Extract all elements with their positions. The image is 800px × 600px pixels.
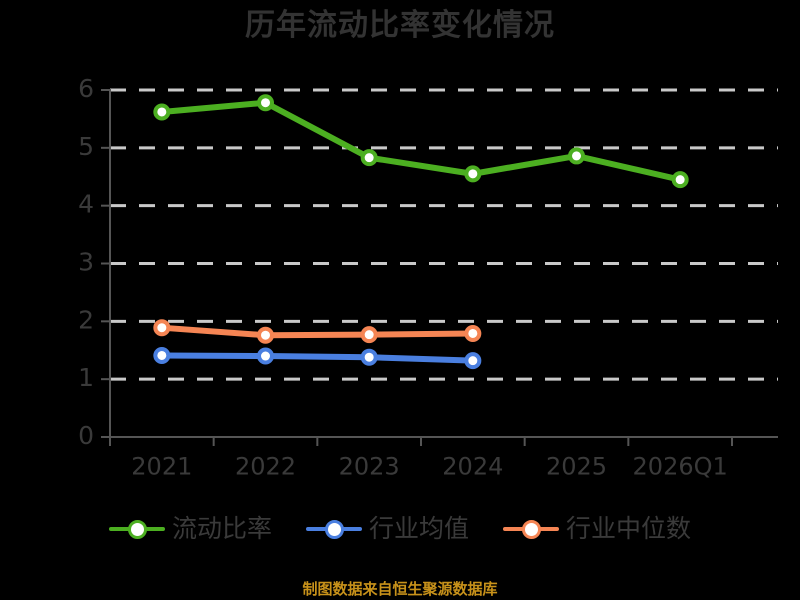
svg-text:2022: 2022 (235, 453, 296, 481)
data-point-1-3 (464, 352, 482, 370)
data-point-0-2 (360, 149, 378, 167)
legend-dot-0 (127, 520, 147, 539)
series-line-1 (158, 352, 476, 364)
svg-text:6: 6 (78, 74, 94, 103)
data-point-1-0 (153, 346, 171, 364)
data-point-2-1 (257, 326, 274, 344)
x-axis (109, 436, 778, 446)
svg-text:2024: 2024 (442, 453, 503, 481)
legend-item-1[interactable]: 行业均值 (305, 514, 469, 543)
legend-dot-2 (522, 520, 541, 539)
svg-text:2: 2 (78, 305, 94, 334)
legend-marker-icon-0 (108, 516, 165, 542)
legend-label-2: 行业中位数 (566, 514, 692, 543)
data-point-0-5 (671, 171, 689, 189)
y-axis (101, 89, 111, 438)
footer-source-note: 制图数据来自恒生聚源数据库 (302, 580, 498, 598)
chart-legend: 流动比率 行业均值 行业中位数 (0, 516, 800, 542)
series-line-2 (158, 324, 476, 339)
y-tick-labels: 0 1 2 3 4 5 6 (78, 74, 94, 450)
svg-text:2026Q1: 2026Q1 (633, 453, 728, 481)
data-point-0-0 (153, 103, 171, 121)
svg-text:2023: 2023 (339, 453, 400, 481)
legend-dot-1 (324, 520, 344, 539)
data-point-2-0 (153, 319, 171, 337)
legend-marker-icon-2 (503, 516, 559, 542)
svg-text:0: 0 (78, 421, 94, 450)
chart-title: 历年流动比率变化情况 (245, 8, 555, 43)
legend-item-0[interactable]: 流动比率 (108, 514, 272, 543)
legend-item-2[interactable]: 行业中位数 (503, 516, 691, 542)
svg-text:2021: 2021 (131, 453, 192, 481)
svg-text:2025: 2025 (546, 453, 607, 481)
data-point-1-2 (360, 348, 378, 366)
series-line-0 (158, 99, 684, 183)
svg-text:4: 4 (78, 190, 94, 219)
data-point-2-3 (464, 324, 482, 342)
gridlines (110, 88, 778, 381)
data-point-0-1 (257, 94, 274, 112)
data-point-0-3 (464, 165, 482, 183)
legend-marker-icon-1 (305, 516, 362, 542)
data-point-2-2 (360, 326, 378, 344)
svg-text:1: 1 (78, 363, 94, 392)
legend-label-0: 流动比率 (171, 514, 272, 543)
data-point-1-1 (257, 347, 274, 365)
svg-text:5: 5 (78, 132, 94, 161)
svg-text:3: 3 (78, 248, 94, 277)
legend-label-1: 行业均值 (368, 514, 469, 543)
series-lines (158, 99, 684, 364)
series-markers (153, 94, 689, 370)
data-point-0-4 (568, 147, 585, 165)
x-tick-labels: 2021 2022 2023 2024 2025 2026Q1 (131, 453, 727, 481)
plot-area: 0 1 2 3 4 5 6 2021 2022 2023 2024 2025 2026Q1 (78, 74, 778, 481)
